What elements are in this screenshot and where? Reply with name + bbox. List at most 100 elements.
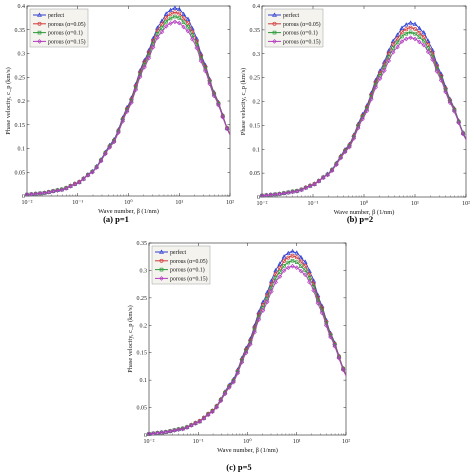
legend-swatch-marker: [37, 39, 42, 44]
legend-entry-label: porous (α=0.05): [170, 258, 208, 265]
x-tick-label: 10⁻¹: [72, 200, 83, 206]
data-point-marker: [399, 30, 404, 35]
data-point-marker: [425, 49, 431, 55]
data-point-marker: [72, 181, 78, 187]
data-point-marker: [155, 35, 160, 40]
data-point-marker: [231, 379, 236, 385]
legend-entry-label: porous (α=0.15): [283, 38, 321, 45]
data-point-marker: [294, 250, 300, 255]
y-axis-label: Phase velocity, c_p (km/s): [127, 305, 134, 372]
data-point-marker: [452, 109, 457, 114]
y-tick-label: 0.1: [140, 378, 148, 384]
data-point-marker: [443, 89, 448, 95]
data-point-marker: [211, 93, 217, 99]
data-point-marker: [347, 144, 352, 150]
data-point-marker: [107, 145, 112, 150]
legend-swatch-marker: [37, 30, 42, 35]
data-point-marker: [294, 255, 299, 260]
data-point-marker: [273, 276, 278, 280]
y-tick-label: 0: [257, 195, 260, 201]
data-point-marker: [63, 186, 69, 191]
data-point-marker: [316, 178, 322, 184]
data-point-marker: [302, 259, 308, 264]
data-point-marker: [399, 39, 405, 44]
data-point-marker: [456, 120, 462, 126]
chart-caption: (b) p=2: [347, 214, 373, 224]
data-point-marker: [116, 130, 121, 135]
x-tick-label: 10¹: [411, 201, 419, 207]
data-point-marker: [277, 274, 283, 279]
data-point-marker: [325, 172, 330, 178]
legend: perfect porous (α=0.05) porous (α=0.1)poro…: [29, 8, 89, 48]
data-point-marker: [133, 87, 139, 93]
y-tick-label: 0.35: [137, 241, 148, 247]
y-tick-label: 0.25: [137, 296, 148, 302]
data-point-marker: [336, 355, 342, 361]
data-point-marker: [181, 24, 186, 30]
y-tick-label: 0.35: [250, 28, 261, 34]
data-point-marker: [286, 255, 291, 260]
y-tick-label: 0.35: [15, 28, 26, 34]
data-point-marker: [197, 419, 202, 424]
data-point-marker: [332, 343, 338, 349]
data-point-marker: [205, 412, 211, 418]
data-point-marker: [298, 254, 304, 260]
data-point-marker: [167, 428, 173, 434]
legend-swatch-marker: [272, 30, 277, 35]
data-point-marker: [277, 191, 282, 197]
data-point-marker: [222, 391, 228, 397]
x-tick-label: 10⁻²: [22, 200, 33, 206]
data-point-marker: [421, 38, 426, 43]
legend: perfect porous (α=0.05) porous (α=0.1)poro…: [264, 8, 324, 48]
data-point-marker: [416, 25, 422, 31]
data-point-marker: [307, 279, 312, 285]
data-point-marker: [386, 58, 392, 64]
legend-entry-label: porous (α=0.15): [170, 275, 208, 282]
data-point-marker: [181, 11, 186, 16]
x-tick-label: 10¹: [293, 439, 301, 445]
chart-1: 0 0.05 0.1 0.15 0.2 0.25 0.3 0.35 0.4 10⁻² 10⁻¹ 10⁰…: [5, 4, 234, 224]
x-tick-label: 10⁰: [360, 200, 369, 207]
data-point-marker: [224, 126, 230, 132]
data-point-marker: [50, 189, 56, 194]
x-axis-label: Wave number, β (1/nm): [98, 208, 159, 215]
data-point-marker: [408, 25, 413, 30]
data-point-marker: [94, 165, 99, 170]
legend-swatch-marker: [272, 21, 277, 26]
data-point-marker: [235, 370, 240, 376]
data-point-marker: [408, 30, 413, 35]
data-point-marker: [46, 189, 52, 195]
y-tick-label: 0.4: [253, 4, 261, 10]
data-point-marker: [400, 34, 404, 39]
y-tick-label: 0.15: [137, 351, 148, 357]
data-point-marker: [55, 188, 60, 193]
data-point-marker: [408, 20, 414, 25]
data-point-marker: [29, 191, 34, 197]
data-point-marker: [320, 175, 326, 181]
data-point-marker: [403, 22, 409, 27]
data-point-marker: [173, 14, 177, 19]
data-point-marker: [155, 430, 160, 436]
data-point-marker: [281, 268, 287, 273]
data-point-marker: [391, 46, 395, 50]
data-point-marker: [146, 431, 152, 437]
data-point-marker: [181, 20, 186, 25]
data-point-marker: [395, 44, 400, 50]
data-point-marker: [413, 26, 417, 31]
legend-entry-label: porous (α=0.1): [48, 30, 83, 37]
data-point-marker: [129, 100, 134, 105]
x-tick-label: 10²: [342, 439, 350, 445]
data-point-marker: [146, 55, 152, 61]
data-point-marker: [163, 429, 169, 435]
data-point-marker: [176, 20, 182, 26]
data-point-marker: [355, 125, 361, 131]
x-tick-label: 10²: [462, 201, 470, 207]
data-point-marker: [137, 74, 143, 80]
data-point-marker: [89, 169, 95, 175]
data-point-marker: [351, 136, 357, 141]
data-point-marker: [120, 119, 125, 124]
data-point-marker: [273, 279, 278, 285]
data-point-marker: [412, 21, 418, 26]
data-point-marker: [160, 26, 164, 30]
